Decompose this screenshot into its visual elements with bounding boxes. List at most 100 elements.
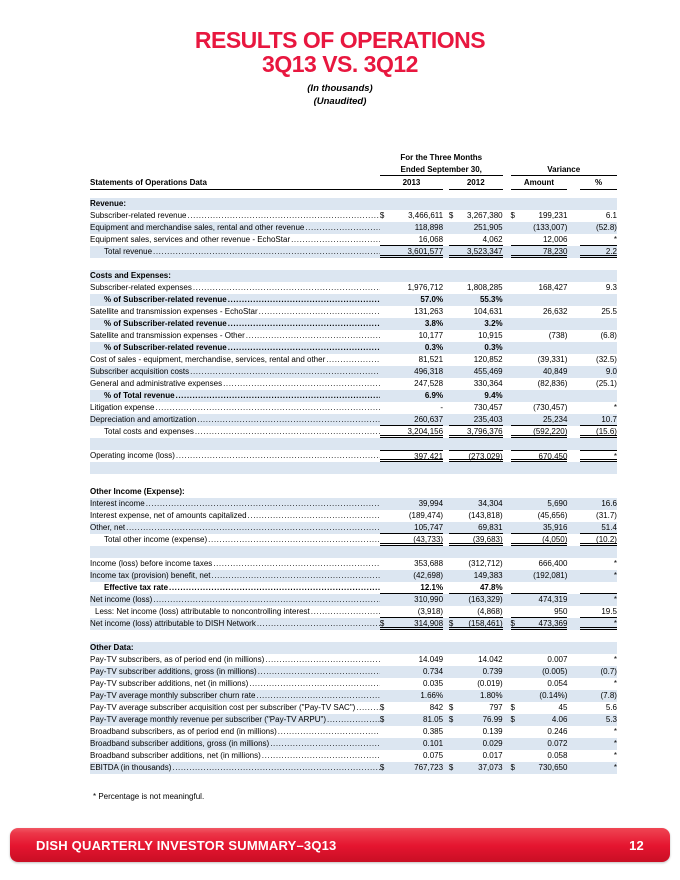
value-percent-text bbox=[580, 270, 617, 282]
value-amount-text bbox=[511, 294, 568, 306]
column-gap bbox=[567, 546, 580, 558]
dot-leader bbox=[310, 606, 380, 618]
value-2012-text: (4,868) bbox=[477, 607, 503, 616]
currency-symbol: $ bbox=[510, 703, 515, 712]
column-gap bbox=[567, 582, 580, 594]
value-amount-text: (82,836) bbox=[537, 379, 568, 388]
column-gap bbox=[503, 630, 511, 642]
value-amount-text: 199,231 bbox=[538, 211, 568, 220]
value-2012: 10,915 bbox=[449, 330, 502, 342]
value-amount bbox=[510, 582, 568, 594]
value-2013: 0.734 bbox=[380, 666, 443, 678]
column-gap bbox=[567, 714, 580, 726]
value-percent-text bbox=[580, 582, 617, 593]
value-percent-text: * bbox=[613, 679, 617, 688]
value-amount: (0.14%) bbox=[511, 690, 567, 702]
value-amount-text: (730,457) bbox=[533, 403, 568, 412]
column-gap bbox=[503, 618, 511, 630]
value-percent-text: 16.6 bbox=[601, 499, 617, 508]
value-2012-text: 4,062 bbox=[482, 235, 503, 244]
column-gap bbox=[567, 390, 580, 402]
value-2012-text: 0.017 bbox=[482, 751, 503, 760]
value-amount: (730,457) bbox=[511, 402, 568, 414]
value-amount bbox=[511, 642, 568, 654]
column-gap bbox=[503, 258, 511, 270]
value-percent: 5.3 bbox=[580, 714, 617, 726]
value-2012: 4,062 bbox=[448, 234, 503, 246]
value-percent bbox=[580, 198, 617, 210]
row-label-cell: Pay-TV average subscriber acquisition co… bbox=[90, 702, 380, 714]
table-header-row-2: Ended September 30, Variance bbox=[90, 164, 617, 176]
row-label: Total other income (expense) bbox=[104, 535, 208, 544]
value-2013 bbox=[380, 642, 443, 654]
row-label: Pay-TV average subscriber acquisition co… bbox=[90, 703, 356, 712]
column-gap bbox=[503, 678, 511, 690]
column-gap bbox=[503, 246, 511, 258]
column-gap bbox=[503, 690, 511, 702]
value-2013-text bbox=[380, 642, 443, 654]
dot-leader bbox=[248, 678, 380, 690]
row-label-cell: Pay-TV average monthly subscriber churn … bbox=[90, 690, 380, 702]
column-gap bbox=[567, 726, 580, 738]
value-2013: $81.05 bbox=[380, 714, 443, 726]
dot-leader bbox=[245, 330, 380, 342]
row-label: Satellite and transmission expenses - Ot… bbox=[90, 331, 245, 340]
value-2012-text: (273,029) bbox=[468, 452, 503, 461]
column-gap bbox=[503, 498, 511, 510]
value-2012-text: 120,852 bbox=[473, 355, 503, 364]
value-percent bbox=[580, 582, 617, 594]
value-2012: 0.139 bbox=[449, 726, 503, 738]
table-row: Effective tax rate 12.1% 47.8% bbox=[90, 582, 617, 594]
value-2012-text bbox=[449, 486, 503, 498]
value-2013-text: 39,994 bbox=[418, 499, 444, 508]
value-2013: (43,733) bbox=[379, 534, 444, 546]
value-percent: 16.6 bbox=[580, 498, 617, 510]
row-label-cell: Broadband subscriber additions, net (in … bbox=[90, 750, 380, 762]
row-label-cell: Broadband subscriber additions, gross (i… bbox=[90, 738, 380, 750]
value-2012 bbox=[449, 642, 503, 654]
column-gap bbox=[503, 222, 511, 234]
table-row: Total other income (expense) (43,733) (39,… bbox=[90, 534, 617, 546]
table-row: Equipment and merchandise sales, rental … bbox=[90, 222, 617, 234]
value-amount bbox=[511, 294, 568, 306]
row-label: Litigation expense bbox=[90, 403, 155, 412]
table-row: Pay-TV subscriber additions, gross (in m… bbox=[90, 666, 617, 678]
dot-leader bbox=[264, 654, 380, 666]
dot-leader bbox=[256, 618, 380, 630]
value-amount-text bbox=[511, 582, 568, 593]
row-label: Cost of sales - equipment, merchandise, … bbox=[90, 355, 326, 364]
row-label: % of Subscriber-related revenue bbox=[104, 295, 227, 304]
value-2013: 0.035 bbox=[380, 678, 443, 690]
period-header-line2: Ended September 30, bbox=[379, 164, 503, 176]
value-2012-text: 0.739 bbox=[482, 667, 503, 676]
dot-leader bbox=[227, 294, 380, 306]
dot-leader bbox=[227, 342, 380, 354]
value-percent-text bbox=[580, 318, 617, 330]
dot-leader bbox=[355, 702, 380, 714]
value-2013-text: 3.8% bbox=[424, 319, 444, 328]
value-percent bbox=[580, 642, 617, 654]
value-percent-text bbox=[580, 390, 617, 402]
column-gap bbox=[567, 270, 580, 282]
row-label: Subscriber-related expenses bbox=[90, 283, 192, 292]
value-2012-text: 9.4% bbox=[484, 391, 503, 400]
column-gap bbox=[503, 738, 511, 750]
table-row: EBITDA (in thousands)$767,723$37,073$730… bbox=[90, 762, 617, 774]
row-label-cell: % of Subscriber-related revenue bbox=[90, 318, 380, 330]
value-percent-text: * bbox=[613, 739, 617, 748]
column-gap bbox=[503, 402, 511, 414]
value-2013-text: 3,204,156 bbox=[407, 427, 444, 436]
row-label-cell: Equipment and merchandise sales, rental … bbox=[90, 222, 380, 234]
value-percent-text: (7.8) bbox=[600, 691, 617, 700]
value-percent bbox=[580, 546, 617, 558]
dot-leader bbox=[222, 378, 380, 390]
value-2012-text: 14.042 bbox=[478, 655, 503, 664]
row-label: Interest income bbox=[90, 499, 145, 508]
column-gap bbox=[567, 750, 580, 762]
column-gap bbox=[567, 258, 580, 270]
column-gap bbox=[567, 618, 580, 630]
value-amount: (0.005) bbox=[511, 666, 567, 678]
table-row: Total revenue 3,601,577 3,523,347 78,230 2.2 bbox=[90, 246, 617, 258]
value-percent-text: * bbox=[613, 595, 617, 604]
value-2012-text: 37,073 bbox=[478, 763, 503, 772]
